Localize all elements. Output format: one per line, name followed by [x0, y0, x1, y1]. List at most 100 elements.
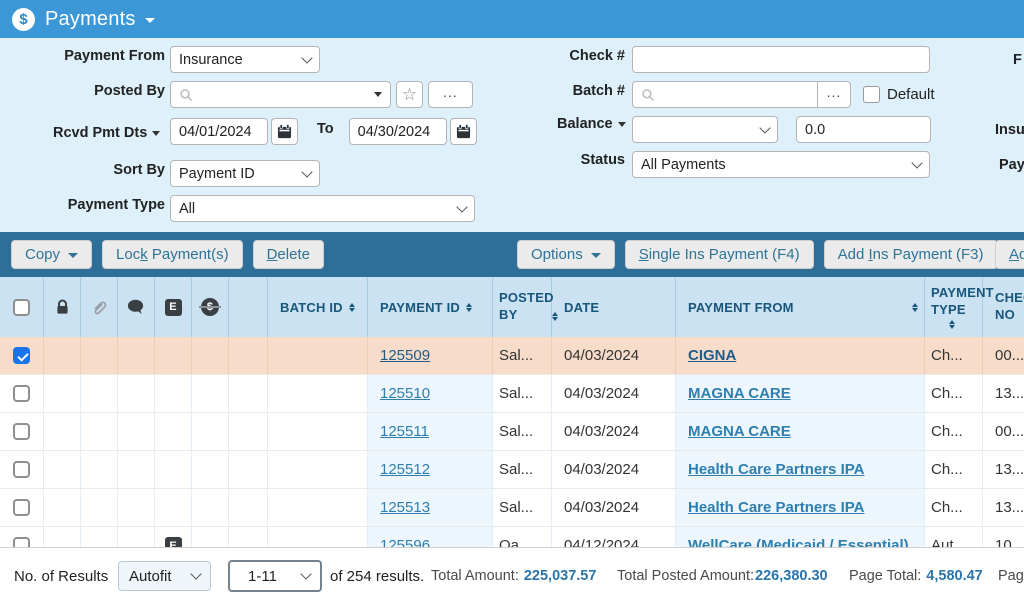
check-number-input[interactable] [641, 51, 921, 68]
payment-from-link[interactable]: MAGNA CARE [688, 423, 791, 440]
payment-id-link[interactable]: 125513 [380, 499, 431, 516]
payment-from-link[interactable]: MAGNA CARE [688, 385, 791, 402]
sort-icon [912, 302, 918, 312]
payment-type-column-header[interactable]: PAYMENT TYPE [925, 277, 994, 337]
posted-by-more-button[interactable]: ... [428, 81, 473, 108]
payment-type-cell: Ch... [925, 337, 983, 374]
page-range-select[interactable]: 1-11 [228, 560, 322, 592]
payment-from-link[interactable]: CIGNA [688, 347, 737, 364]
payment-id-link[interactable]: 125512 [380, 461, 431, 478]
calendar-icon [456, 124, 470, 139]
clipped-page-posted-label: Pag [998, 568, 1024, 584]
table-row[interactable]: E 125596 Qa... 04/12/2024 WellCare (Medi… [0, 527, 1024, 547]
check-no-cell: 10... [995, 537, 1024, 547]
calendar-icon [277, 124, 292, 139]
select-all-checkbox-cell [0, 277, 44, 337]
row-checkbox[interactable] [13, 499, 30, 516]
caret-down-icon [152, 130, 161, 136]
balance-amount-input[interactable] [805, 121, 922, 138]
payment-type-select[interactable]: All [170, 195, 475, 222]
batch-more-button[interactable]: ... [817, 81, 851, 108]
payment-from-link[interactable]: Health Care Partners IPA [688, 499, 865, 516]
batch-number-field[interactable] [632, 81, 818, 108]
chevron-down-icon [911, 156, 923, 169]
rcvd-date-from-field[interactable] [170, 118, 268, 145]
payment-type-label: Payment Type [67, 197, 165, 213]
posted-by-cell: Sal... [493, 489, 552, 526]
batch-number-input[interactable] [661, 86, 809, 103]
rcvd-pmt-dts-label[interactable]: Rcvd Pmt Dts [53, 125, 161, 141]
module-switcher[interactable]: Payments [45, 8, 155, 31]
table-row[interactable]: 125511 Sal... 04/03/2024 MAGNA CARE Ch..… [0, 413, 1024, 451]
check-number-label: Check # [569, 48, 625, 64]
table-row[interactable]: 125512 Sal... 04/03/2024 Health Care Par… [0, 451, 1024, 489]
epayment-column-header[interactable]: $ [192, 277, 229, 337]
total-posted-label: Total Posted Amount: [617, 568, 755, 584]
row-checkbox[interactable] [13, 423, 30, 440]
single-ins-payment-button[interactable]: Single Ins Payment (F4) [624, 240, 814, 269]
table-row[interactable]: 125509 Sal... 04/03/2024 CIGNA Ch... 00.… [0, 337, 1024, 375]
delete-button[interactable]: Delete [252, 240, 324, 269]
balance-operator-select[interactable] [632, 116, 778, 143]
e-badge-icon: E [164, 298, 182, 316]
total-amount-value: 225,037.57 [523, 568, 597, 584]
payment-id-link[interactable]: 125510 [380, 385, 431, 402]
payment-from-link[interactable]: WellCare (Medicaid / Essential) [688, 537, 909, 547]
options-button[interactable]: Options [517, 240, 615, 269]
row-checkbox[interactable] [13, 537, 30, 547]
search-icon [642, 88, 654, 101]
lock-column-header[interactable] [44, 277, 81, 337]
payment-id-column-header[interactable]: PAYMENT ID [368, 277, 493, 337]
check-no-cell: 13... [995, 461, 1024, 478]
table-row[interactable]: 125513 Sal... 04/03/2024 Health Care Par… [0, 489, 1024, 527]
rcvd-date-to-field[interactable] [348, 118, 447, 145]
add-ins-payment-button[interactable]: Add Ins Payment (F3) [823, 240, 998, 269]
lock-payments-button[interactable]: Lock Payment(s) [102, 240, 243, 269]
payment-from-link[interactable]: Health Care Partners IPA [688, 461, 865, 478]
table-row[interactable]: 125510 Sal... 04/03/2024 MAGNA CARE Ch..… [0, 375, 1024, 413]
payments-table-body: 125509 Sal... 04/03/2024 CIGNA Ch... 00.… [0, 337, 1024, 547]
check-number-field[interactable] [632, 46, 930, 73]
payment-from-column-header[interactable]: PAYMENT FROM [676, 277, 925, 337]
copy-button[interactable]: Copy [11, 240, 93, 269]
posted-by-cell: Sal... [493, 451, 552, 488]
balance-label[interactable]: Balance [557, 116, 626, 132]
payment-id-link[interactable]: 125511 [380, 423, 429, 440]
clipped-add-button[interactable]: Ad [995, 240, 1024, 269]
calendar-to-button[interactable] [449, 118, 477, 145]
comment-column-header[interactable] [118, 277, 155, 337]
payment-from-select[interactable]: Insurance [170, 46, 320, 73]
batch-id-column-header[interactable]: BATCH ID [268, 277, 368, 337]
posted-by-input[interactable] [199, 86, 374, 103]
select-all-checkbox[interactable] [13, 298, 30, 316]
spacer-column-header [229, 277, 268, 337]
row-checkbox[interactable] [13, 461, 30, 478]
posted-by-search-combo[interactable] [170, 81, 391, 108]
sort-by-select[interactable]: Payment ID [170, 160, 320, 187]
payment-type-cell: Ch... [925, 451, 983, 488]
autofit-select[interactable]: Autofit [118, 561, 211, 591]
rcvd-date-to-input[interactable] [357, 123, 438, 140]
clipped-filter-label-3: Pay [999, 157, 1024, 173]
status-select[interactable]: All Payments [632, 151, 930, 178]
balance-amount-field[interactable] [796, 116, 931, 143]
lock-icon [56, 299, 68, 314]
check-no-column-header[interactable]: CHECK NO [995, 290, 1024, 322]
star-icon: ☆ [401, 85, 418, 104]
check-no-cell: 13... [995, 499, 1024, 516]
row-checkbox[interactable] [13, 385, 30, 402]
calendar-from-button[interactable] [271, 118, 298, 145]
row-checkbox[interactable] [13, 347, 30, 364]
date-column-header[interactable]: DATE [552, 277, 676, 337]
chevron-down-icon [301, 51, 313, 64]
posted-by-column-header[interactable]: POSTED BY [493, 277, 558, 337]
check-no-cell: 13... [995, 385, 1024, 402]
payment-id-link[interactable]: 125596 [380, 537, 431, 547]
attachment-column-header[interactable] [81, 277, 118, 337]
eob-column-header[interactable]: E [155, 277, 192, 337]
rcvd-date-from-input[interactable] [179, 123, 259, 140]
date-cell: 04/03/2024 [552, 413, 676, 450]
payment-id-link[interactable]: 125509 [380, 347, 431, 364]
favorite-star-button[interactable]: ☆ [396, 81, 423, 108]
default-checkbox[interactable] [863, 86, 880, 103]
